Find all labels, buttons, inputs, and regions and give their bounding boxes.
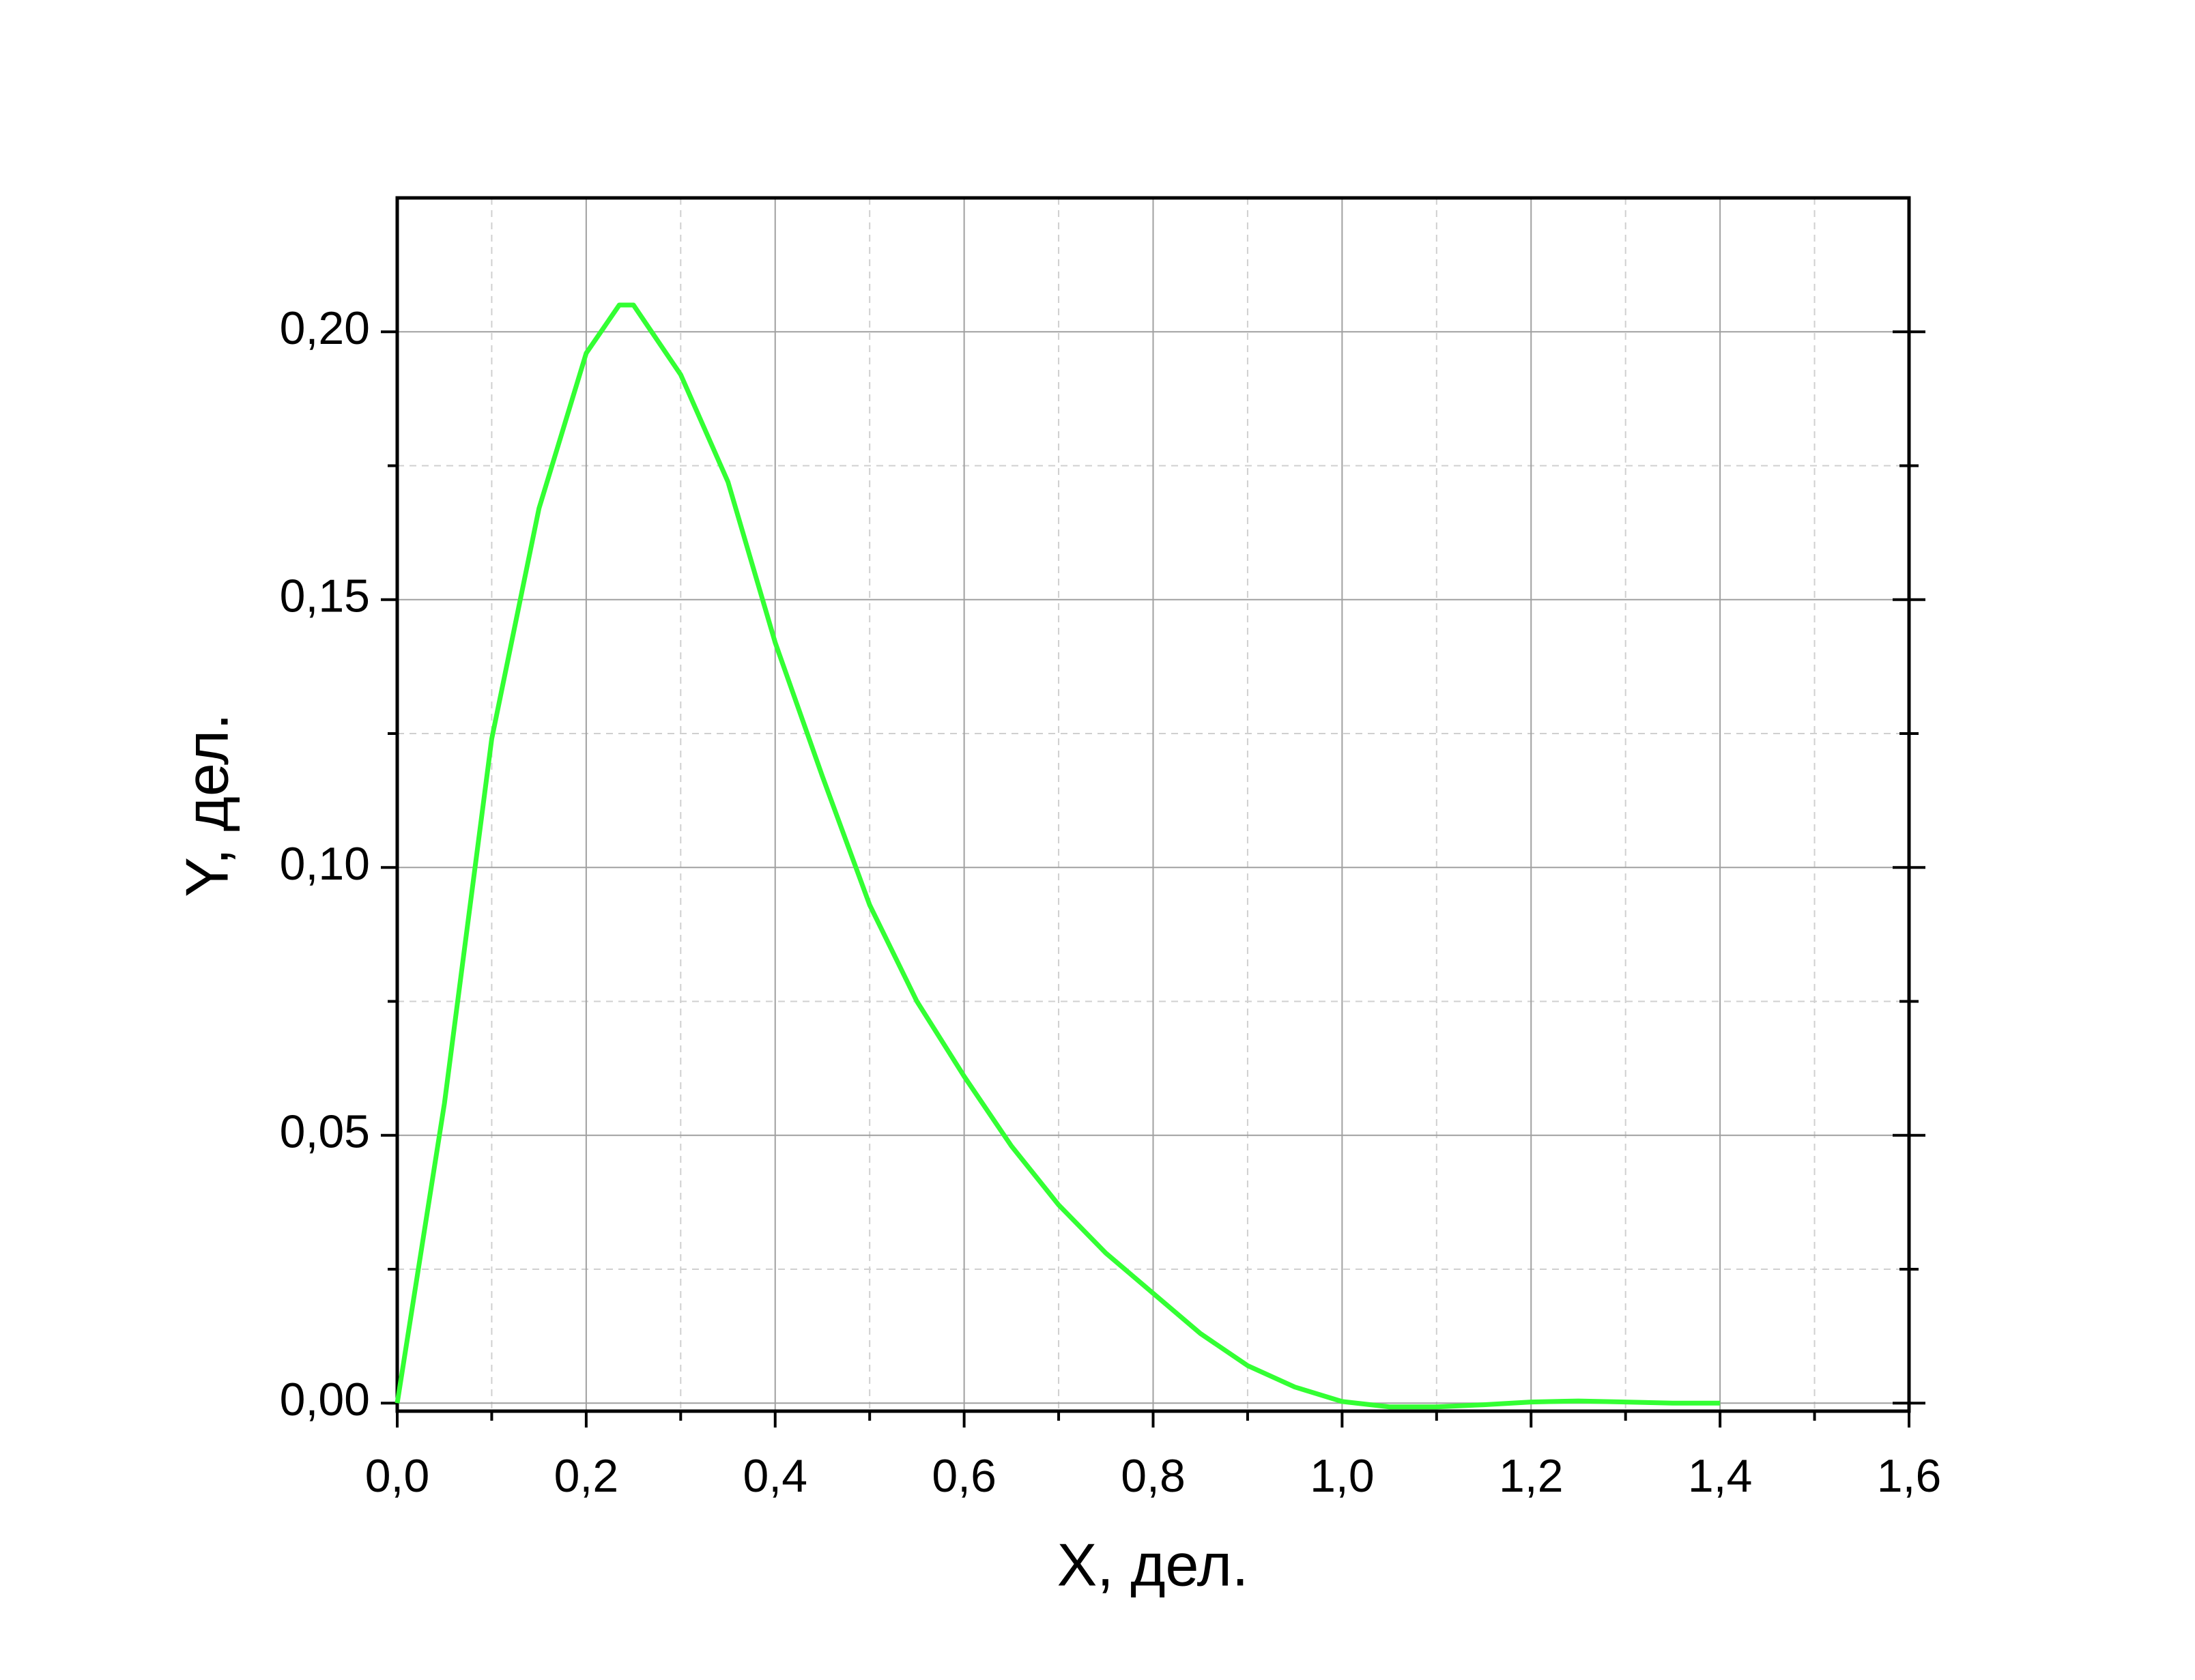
y-tick-label: 0,05	[280, 1106, 370, 1158]
x-tick-label: 0,6	[932, 1450, 996, 1502]
plot-frame	[395, 196, 1911, 1413]
x-tick-label: 1,6	[1877, 1450, 1942, 1502]
y-tick-label: 0,15	[280, 570, 370, 622]
x-tick-label: 1,0	[1310, 1450, 1375, 1502]
y-tick-label: 0,20	[280, 302, 370, 354]
x-tick-label: 0,8	[1121, 1450, 1186, 1502]
x-tick-label: 1,4	[1688, 1450, 1753, 1502]
x-tick-label: 1,2	[1499, 1450, 1564, 1502]
x-axis-title: X, дел.	[1057, 1531, 1249, 1598]
y-axis-title: Y, дел.	[173, 713, 240, 897]
x-tick-label: 0,0	[365, 1450, 430, 1502]
data-line	[394, 302, 1721, 1410]
y-tick-label: 0,10	[280, 838, 370, 890]
y-tick-label: 0,00	[280, 1374, 370, 1425]
x-tick-label: 0,2	[554, 1450, 619, 1502]
x-tick-label: 0,4	[743, 1450, 807, 1502]
